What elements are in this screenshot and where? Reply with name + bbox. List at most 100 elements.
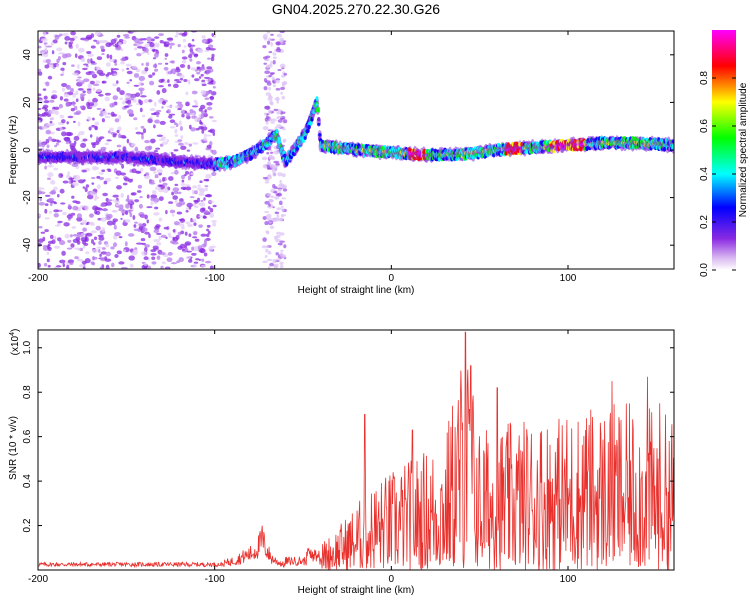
spectrogram-cell (169, 42, 175, 46)
spectrogram-cell (166, 257, 173, 263)
spectrogram-cell (140, 132, 144, 136)
spectrogram-cell (201, 83, 207, 87)
spectrogram-cell (187, 64, 191, 70)
spectrogram-cell (266, 192, 272, 197)
spectrogram-cell (70, 243, 75, 248)
spectrogram-cell (60, 67, 65, 71)
spectrogram-cell (46, 258, 50, 263)
spectrogram-cell (281, 214, 287, 217)
spectrogram-cell (280, 39, 283, 45)
y-tick-label: 0.6 (22, 429, 33, 443)
spectrogram-cell (39, 197, 42, 202)
spectrogram-cell (98, 172, 104, 175)
spectrogram-cell (187, 42, 192, 48)
spectrogram-cell (148, 182, 156, 185)
spectrogram-cell (181, 56, 188, 60)
spectrogram-cell (38, 201, 46, 206)
spectrogram-cell (38, 226, 43, 229)
spectrogram-cell (57, 193, 60, 198)
spectrogram-cell (98, 72, 106, 77)
spectrogram-cell (90, 71, 96, 76)
snr-series-line (38, 331, 674, 570)
spectrogram-cell (59, 114, 65, 119)
spectrogram-cell (71, 64, 75, 67)
spectrogram-cell (141, 251, 147, 256)
spectrogram-cell (108, 58, 115, 63)
spectrogram-cell (84, 205, 89, 211)
spectrogram-cell (163, 226, 169, 230)
spectrogram-cell (125, 63, 132, 67)
spectrogram-cell (272, 217, 278, 223)
spectrogram-cell (104, 115, 111, 119)
spectrogram-cell (144, 244, 150, 248)
spectrogram-cell (89, 80, 95, 85)
spectrogram-cell (146, 219, 150, 224)
spectrogram-cell (53, 213, 59, 218)
spectrogram-cell (128, 233, 135, 237)
spectrogram-cell (269, 262, 275, 267)
spectrogram-cell (272, 60, 276, 65)
spectrogram-cell (268, 51, 273, 54)
spectrogram-cell (274, 79, 281, 84)
spectrogram-cell (107, 130, 111, 134)
spectrogram-cell (98, 93, 104, 97)
spectrogram-cell (171, 60, 175, 64)
spectrogram-cell (112, 209, 117, 213)
spectrogram-cell (279, 261, 284, 265)
snr-y-ticks: 0.2 0.4 0.6 0.8 1.0 (22, 340, 674, 533)
colorbar-label: Normalized spectral amplitude (738, 82, 749, 217)
spectrogram-cell (269, 225, 275, 229)
spectrogram-cell (114, 62, 118, 66)
x-tick-label: 0 (389, 574, 395, 585)
spectrogram-cell (200, 199, 204, 202)
spectrogram-cell (268, 203, 271, 207)
spectrogram-cell (203, 133, 207, 138)
spectrogram-cell (182, 38, 186, 43)
spectrogram-cell (156, 168, 163, 174)
spectrogram-cell (105, 177, 112, 182)
spectrogram-cell (168, 201, 174, 204)
spectrogram-cell (179, 78, 184, 81)
spectrogram-cell (190, 220, 194, 223)
spectrogram-cell (76, 213, 82, 219)
spectrogram-cell (203, 241, 207, 246)
spectrogram-cell (87, 83, 92, 89)
spectrogram-ylabel: Frequency (Hz) (8, 116, 19, 185)
spectrogram-cell (135, 131, 142, 135)
spectrogram-cell (45, 81, 50, 87)
spectrogram-cell (95, 225, 101, 231)
spectrogram-cell (125, 210, 129, 215)
spectrogram-cell (56, 47, 63, 52)
spectrogram-cell (174, 199, 178, 204)
spectrogram-cell (54, 245, 61, 249)
spectrogram-cell (280, 249, 284, 252)
spectrogram-cell (44, 64, 50, 69)
spectrogram-cell (159, 40, 164, 44)
spectrogram-cell (186, 256, 191, 260)
spectrogram-cell (121, 68, 125, 72)
spectrogram-cell (155, 186, 161, 191)
spectrogram-cell (272, 206, 275, 209)
spectrogram-cell (175, 105, 180, 109)
spectrogram-cell (671, 139, 674, 144)
spectrogram-cell (280, 254, 287, 259)
spectrogram-cell (56, 64, 60, 68)
spectrogram-cell (306, 128, 310, 133)
spectrogram-cell (84, 187, 88, 193)
spectrogram-cell (107, 169, 112, 172)
spectrogram-cell (268, 86, 271, 91)
spectrogram-cell (279, 240, 285, 243)
spectrogram-cell (196, 197, 201, 203)
spectrogram-cell (268, 37, 272, 42)
spectrogram-cell (128, 178, 133, 183)
spectrogram-cell (273, 263, 279, 269)
spectrogram-cell (47, 164, 54, 168)
spectrogram-cell (200, 233, 207, 237)
spectrogram-cell (279, 264, 284, 269)
spectrogram-cell (318, 133, 322, 137)
spectrogram-cell (46, 123, 53, 127)
spectrogram-cell (162, 182, 168, 186)
spectrogram-cell (279, 217, 284, 221)
spectrogram-cell (276, 214, 280, 218)
x-tick-label: 0 (389, 273, 395, 284)
